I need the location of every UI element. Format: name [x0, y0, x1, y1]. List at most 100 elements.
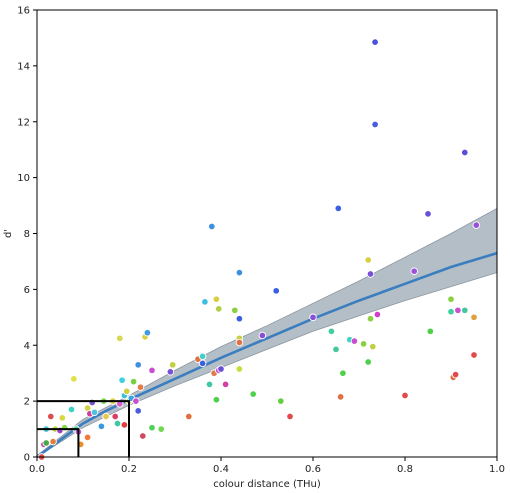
x-axis: 0.0 0.2 0.4 0.6 0.8 1.0 [29, 457, 505, 475]
data-point [116, 334, 124, 343]
data-point [132, 397, 140, 405]
data-point [366, 314, 375, 323]
y-axis: 0 2 4 6 8 10 12 14 16 [17, 6, 37, 464]
data-point [371, 120, 379, 129]
y-axis-label: d' [3, 229, 14, 238]
data-point [371, 38, 379, 46]
y-tick-label: 14 [17, 61, 30, 72]
data-point [214, 305, 223, 313]
data-point [97, 422, 106, 431]
fit-line [36, 251, 498, 459]
data-point [277, 397, 285, 405]
y-tick-label: 10 [17, 173, 30, 184]
plot-area-frame [36, 9, 498, 458]
data-point [369, 342, 377, 351]
data-point [205, 380, 214, 389]
data-point [221, 380, 230, 389]
data-point [49, 437, 57, 446]
data-point [364, 256, 372, 264]
data-point [235, 365, 244, 373]
data-point [118, 376, 126, 384]
data-point [401, 391, 409, 400]
x-axis-label: colour distance (THu) [213, 479, 321, 490]
data-point [336, 393, 345, 401]
data-point [217, 365, 225, 373]
data-point [113, 419, 122, 428]
data-point [102, 412, 110, 421]
data-point [451, 370, 460, 379]
reference-boxes-layer [37, 400, 130, 457]
x-tick-label: 0.8 [397, 464, 413, 475]
data-point [201, 298, 209, 306]
data-point [143, 328, 152, 337]
data-point [134, 407, 142, 415]
data-point [70, 375, 78, 383]
data-point [235, 268, 244, 277]
data-point [139, 432, 147, 440]
data-point [249, 390, 257, 398]
data-point [272, 287, 280, 295]
reference-box [37, 400, 130, 457]
data-point [327, 327, 336, 336]
data-point [366, 270, 375, 278]
data-point [350, 337, 359, 345]
data-point [157, 425, 165, 433]
y-tick-label: 6 [24, 285, 30, 296]
data-point [258, 331, 267, 340]
data-point [231, 306, 239, 315]
data-point [198, 359, 207, 368]
data-point [339, 369, 347, 377]
data-point [447, 307, 455, 316]
data-point [136, 383, 145, 391]
data-point [454, 306, 462, 315]
x-tick-label: 0.4 [213, 464, 229, 475]
data-point [364, 358, 372, 366]
fit-line-layer [36, 251, 498, 459]
data-points-layer [37, 38, 481, 461]
data-point [148, 423, 156, 432]
y-tick-label: 0 [24, 453, 30, 464]
data-point [470, 313, 478, 322]
data-point [129, 377, 138, 386]
data-point [111, 412, 119, 421]
data-point [424, 210, 432, 218]
data-point [332, 345, 340, 354]
data-point [120, 421, 129, 429]
data-point [472, 221, 481, 229]
data-point [286, 412, 294, 421]
y-tick-label: 12 [17, 117, 30, 128]
x-tick-label: 0.2 [121, 464, 137, 475]
y-tick-label: 8 [24, 229, 30, 240]
data-point [470, 351, 478, 359]
data-point [148, 366, 156, 375]
data-point [134, 361, 142, 369]
data-point [334, 204, 343, 213]
y-tick-label: 16 [17, 6, 30, 17]
data-point [426, 327, 435, 336]
data-point [235, 314, 244, 323]
data-point [185, 412, 193, 421]
data-point [198, 352, 207, 361]
data-point [461, 306, 469, 315]
data-point [168, 361, 177, 369]
data-point [359, 340, 368, 348]
reference-box [37, 428, 80, 457]
data-point [42, 439, 50, 447]
data-point [235, 338, 244, 347]
data-point [83, 433, 92, 442]
x-tick-label: 0.0 [29, 464, 45, 475]
data-point [447, 295, 455, 303]
x-tick-label: 1.0 [489, 464, 505, 475]
data-point [67, 405, 76, 414]
data-point [212, 295, 221, 303]
data-point [309, 313, 317, 322]
y-tick-label: 4 [24, 341, 30, 352]
data-point [410, 267, 418, 275]
data-point [212, 395, 221, 404]
x-tick-label: 0.6 [305, 464, 321, 475]
data-point [47, 412, 55, 421]
data-point [373, 310, 382, 319]
data-point [58, 414, 67, 422]
